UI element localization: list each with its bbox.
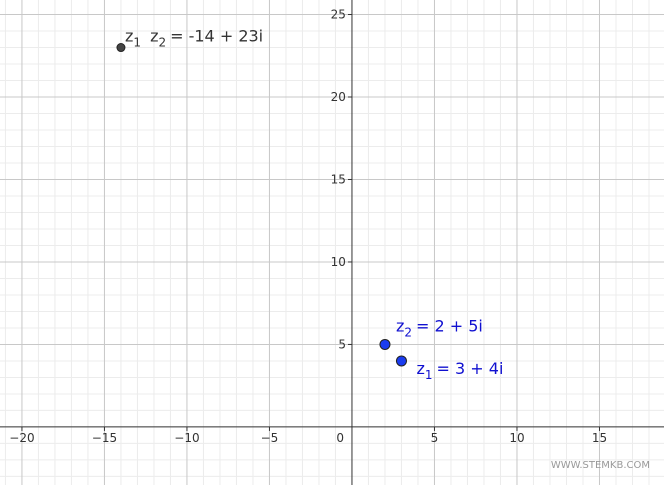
label-text: = 3 + 4i (437, 359, 504, 378)
x-tick-label: −20 (9, 431, 34, 445)
x-tick-label: −5 (261, 431, 279, 445)
label-text: z (145, 27, 158, 46)
point (395, 355, 407, 367)
y-tick-label: 25 (331, 8, 346, 22)
label-text: z (125, 27, 133, 46)
y-tick-label: 20 (331, 90, 346, 104)
label-text: = -14 + 23i (170, 27, 263, 46)
x-tick-label: 10 (509, 431, 524, 445)
y-tick-label: 5 (338, 337, 346, 351)
point-label: z1 z2 = -14 + 23i (125, 27, 263, 50)
x-tick-label: 5 (431, 431, 439, 445)
label-subscript: 1 (425, 368, 433, 382)
label-subscript: 1 (133, 36, 141, 50)
x-tick-label: −15 (92, 431, 117, 445)
point-label: z1 = 3 + 4i (416, 359, 503, 382)
x-tick-label: 15 (592, 431, 607, 445)
label-subscript: 2 (404, 325, 412, 339)
origin-label: 0 (336, 431, 344, 445)
y-tick-label: 15 (331, 172, 346, 186)
point (379, 338, 391, 350)
watermark: WWW.STEMKB.COM (551, 460, 650, 471)
label-text: z (396, 316, 404, 335)
label-text: = 2 + 5i (416, 316, 483, 335)
point (116, 43, 126, 53)
point-label: z2 = 2 + 5i (396, 316, 483, 339)
y-tick-label: 10 (331, 255, 346, 269)
label-text: z (416, 359, 424, 378)
label-subscript: 2 (158, 36, 166, 50)
x-tick-label: −10 (174, 431, 199, 445)
